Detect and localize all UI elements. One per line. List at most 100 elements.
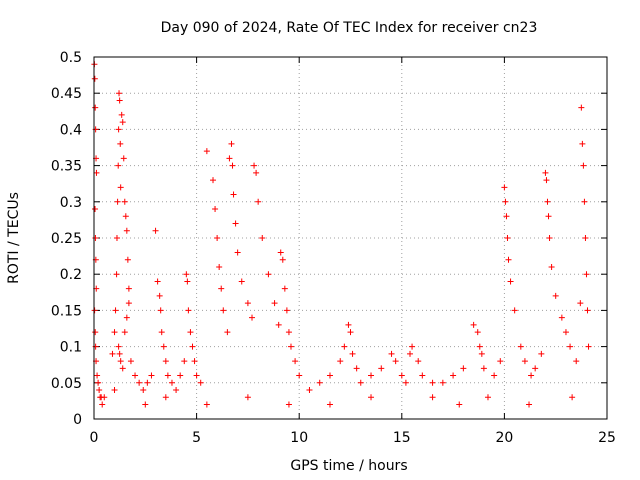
data-point xyxy=(580,162,587,169)
data-point xyxy=(419,372,426,379)
data-point xyxy=(113,235,120,241)
data-point xyxy=(203,401,210,408)
data-point xyxy=(168,379,175,386)
data-point xyxy=(429,379,436,386)
data-point xyxy=(232,220,239,227)
data-point xyxy=(193,372,200,379)
y-tick-label: 0.05 xyxy=(51,376,82,392)
data-point xyxy=(378,365,385,372)
data-point xyxy=(184,278,191,285)
data-point xyxy=(265,271,272,278)
data-point xyxy=(111,387,118,394)
x-tick-label: 10 xyxy=(290,430,308,446)
data-point xyxy=(116,90,123,97)
y-tick-label: 0.4 xyxy=(60,122,82,138)
plot-frame xyxy=(93,56,608,420)
data-point xyxy=(505,256,512,263)
data-point xyxy=(212,206,219,213)
data-point xyxy=(244,394,251,401)
data-point xyxy=(154,278,161,285)
data-point xyxy=(118,111,125,118)
data-point xyxy=(526,401,533,408)
data-point xyxy=(277,249,284,256)
data-point xyxy=(114,198,121,205)
data-point xyxy=(552,292,559,299)
y-tick-label: 0.1 xyxy=(60,340,82,356)
data-point xyxy=(157,307,164,314)
data-point xyxy=(511,307,518,314)
data-point xyxy=(584,307,591,314)
data-point xyxy=(306,387,313,394)
y-tick-label: 0.3 xyxy=(60,195,82,211)
x-tick-label: 20 xyxy=(495,430,513,446)
data-point xyxy=(92,206,99,213)
data-point xyxy=(152,227,159,234)
data-point xyxy=(544,198,551,205)
data-point xyxy=(296,372,303,379)
data-point xyxy=(558,314,565,321)
data-point xyxy=(162,358,169,365)
y-tick-label: 0.5 xyxy=(60,50,82,66)
data-point xyxy=(398,372,405,379)
chart-title: Day 090 of 2024, Rate Of TEC Index for r… xyxy=(161,20,538,36)
data-point xyxy=(119,119,126,126)
data-point xyxy=(353,365,360,372)
data-point xyxy=(127,358,134,365)
data-point xyxy=(142,401,149,408)
data-point xyxy=(230,191,237,198)
data-point xyxy=(216,263,223,270)
data-point xyxy=(191,358,198,365)
y-tick-label: 0.2 xyxy=(60,267,82,283)
data-point xyxy=(569,394,576,401)
data-point xyxy=(113,271,120,278)
data-point xyxy=(249,314,256,321)
data-point xyxy=(218,285,225,292)
data-point xyxy=(271,300,278,307)
data-point xyxy=(185,307,192,314)
data-point xyxy=(577,300,584,307)
data-point xyxy=(415,358,422,365)
data-point xyxy=(585,343,592,350)
y-tick-label: 0.45 xyxy=(51,86,82,102)
data-point xyxy=(210,177,217,184)
data-point xyxy=(345,321,352,328)
data-point xyxy=(255,198,262,205)
data-point xyxy=(528,372,535,379)
data-point xyxy=(292,358,299,365)
data-point xyxy=(567,343,574,350)
data-point xyxy=(478,350,485,357)
data-point xyxy=(253,169,260,176)
data-point xyxy=(357,379,364,386)
data-point xyxy=(244,300,251,307)
data-point xyxy=(503,213,510,220)
data-point xyxy=(123,314,130,321)
data-point xyxy=(120,155,127,162)
data-point xyxy=(573,358,580,365)
data-point xyxy=(470,321,477,328)
data-point xyxy=(582,235,589,241)
y-tick-label: 0 xyxy=(73,412,82,428)
data-point xyxy=(545,213,552,220)
data-point xyxy=(94,372,101,379)
data-points xyxy=(91,61,592,408)
data-point xyxy=(136,379,143,386)
data-point xyxy=(326,401,333,408)
data-point xyxy=(164,372,171,379)
data-point xyxy=(546,235,553,241)
data-point xyxy=(122,213,129,220)
data-point xyxy=(502,198,509,205)
data-point xyxy=(450,372,457,379)
x-axis-tick-labels: 0 5 10 15 20 25 xyxy=(90,430,616,446)
data-point xyxy=(562,329,569,336)
data-point xyxy=(392,358,399,365)
data-point xyxy=(583,271,590,278)
data-point xyxy=(189,343,196,350)
data-point xyxy=(173,387,180,394)
data-point xyxy=(187,329,194,336)
data-point xyxy=(116,97,123,104)
data-point xyxy=(99,401,106,408)
data-point xyxy=(316,379,323,386)
data-point xyxy=(409,343,416,350)
data-point xyxy=(480,365,487,372)
